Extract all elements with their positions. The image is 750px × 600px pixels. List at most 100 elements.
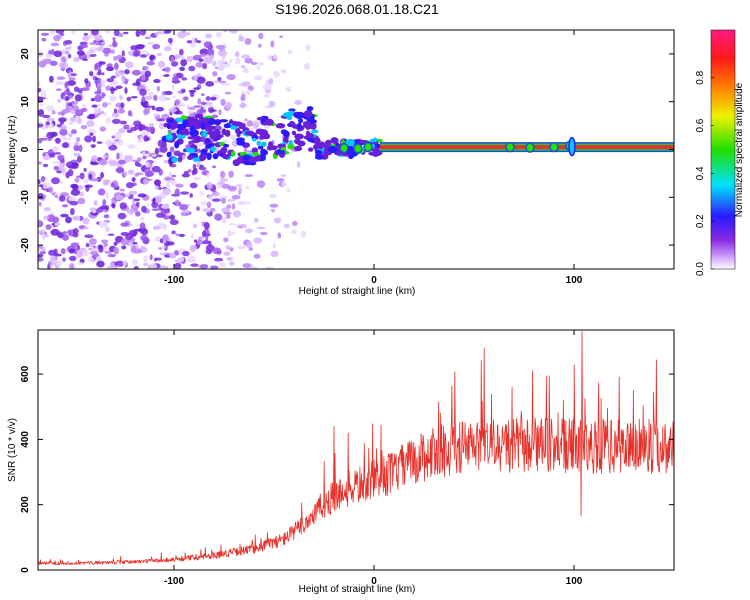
noise-blob	[219, 178, 229, 182]
noise-blob	[130, 245, 137, 253]
noise-blob	[162, 187, 171, 196]
noise-blob	[231, 203, 236, 211]
noise-blob	[101, 92, 105, 99]
noise-blob	[49, 30, 56, 35]
colorbar-ticks: 0.0 0.2 0.4 0.6 0.8	[695, 70, 714, 276]
noise-blob	[38, 87, 42, 93]
noise-blob	[244, 57, 253, 64]
noise-blob	[60, 248, 66, 255]
noise-blob	[108, 44, 114, 48]
noise-blob	[105, 117, 112, 124]
noise-blob	[154, 199, 162, 204]
noise-blob	[112, 36, 116, 41]
noise-blob	[124, 192, 130, 198]
noise-blob	[126, 208, 135, 215]
noise-blob	[241, 81, 251, 87]
ridge-blob	[294, 138, 301, 145]
x-tick-label: -100	[164, 576, 184, 587]
noise-blob	[70, 73, 77, 77]
noise-blob	[38, 257, 44, 262]
noise-blob	[228, 261, 235, 266]
noise-blob	[228, 185, 237, 191]
noise-blob	[50, 42, 60, 47]
noise-blob	[113, 30, 120, 37]
noise-blob	[102, 112, 107, 116]
noise-blob	[139, 222, 146, 230]
noise-blob	[201, 62, 208, 70]
ridge-blob	[376, 139, 383, 143]
ridge-blob	[306, 132, 315, 139]
ridge-blob	[233, 121, 243, 127]
noise-blob	[236, 184, 243, 187]
noise-blob	[234, 51, 240, 58]
noise-blob	[179, 48, 184, 56]
noise-blob	[139, 136, 144, 140]
noise-blob	[216, 59, 226, 65]
noise-blob	[80, 125, 88, 130]
noise-blob	[66, 80, 77, 86]
noise-blob	[53, 165, 60, 171]
noise-blob	[81, 217, 90, 225]
noise-blob	[48, 249, 57, 256]
noise-blob	[70, 183, 78, 189]
ridge-blob	[316, 141, 326, 148]
noise-blob	[263, 93, 271, 98]
noise-blob	[51, 177, 60, 185]
noise-blob	[140, 235, 148, 241]
noise-blob	[169, 146, 175, 154]
noise-blob	[72, 232, 79, 238]
noise-blob	[53, 152, 62, 155]
noise-blob	[135, 30, 141, 37]
noise-blob	[214, 213, 223, 221]
noise-blob	[79, 41, 88, 46]
noise-blob	[38, 81, 41, 87]
noise-blob	[245, 185, 250, 190]
ridge-blob	[207, 119, 216, 126]
noise-blob	[119, 120, 127, 125]
noise-blob	[38, 201, 42, 207]
noise-blob	[67, 229, 72, 236]
noise-blob	[56, 170, 62, 174]
noise-blob	[41, 37, 47, 42]
noise-blob	[195, 240, 205, 245]
noise-blob	[164, 73, 170, 77]
noise-blob	[273, 70, 280, 78]
noise-blob	[67, 169, 74, 177]
ridge-blob	[286, 115, 293, 120]
noise-blob	[48, 152, 56, 158]
noise-blob	[164, 66, 171, 73]
noise-blob	[252, 121, 259, 130]
noise-blob	[285, 86, 292, 92]
noise-blob	[265, 266, 274, 269]
y-tick-label: -20	[20, 237, 31, 252]
noise-blob	[99, 126, 107, 132]
noise-blob	[57, 232, 64, 239]
noise-blob	[134, 265, 139, 269]
noise-blob	[128, 190, 138, 195]
noise-blob	[229, 58, 233, 64]
ridge-blob	[275, 123, 286, 129]
noise-blob	[189, 244, 197, 253]
ridge-blob	[369, 138, 376, 143]
noise-blob	[96, 260, 105, 268]
noise-blob	[218, 109, 222, 116]
noise-blob	[112, 246, 120, 255]
ridge-blob	[235, 137, 245, 142]
snr-y-label: SNR (10 * v/v)	[7, 418, 18, 482]
noise-blob	[193, 105, 202, 108]
noise-blob	[131, 69, 141, 76]
noise-blob	[83, 178, 89, 184]
colorbar-tick-label: 0.6	[695, 118, 706, 132]
noise-blob	[225, 101, 232, 109]
noise-blob	[76, 155, 82, 163]
noise-blob	[182, 154, 186, 160]
noise-blob	[127, 169, 135, 175]
ridge-blob	[325, 139, 332, 146]
noise-blob	[144, 95, 153, 101]
noise-blob	[193, 87, 200, 90]
noise-blob	[108, 95, 117, 102]
noise-blob	[244, 228, 254, 234]
noise-blob	[54, 222, 61, 227]
noise-blob	[120, 238, 130, 246]
noise-blob	[42, 163, 49, 168]
